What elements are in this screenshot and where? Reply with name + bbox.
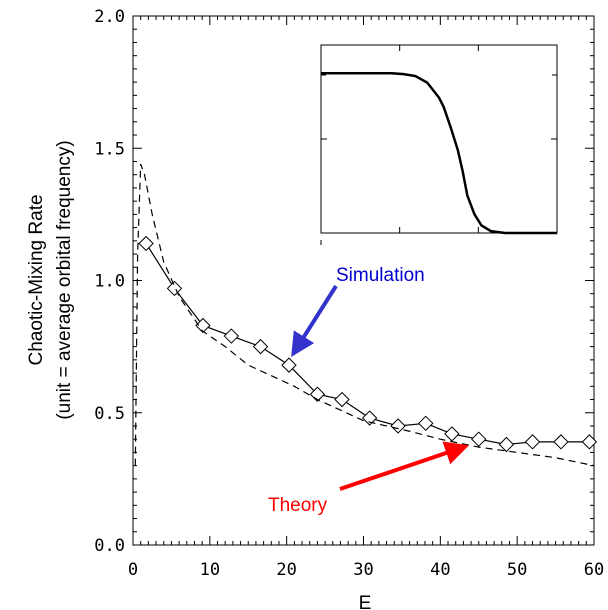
y-axis-subtitle: (unit = average orbital frequency) bbox=[54, 140, 75, 419]
theory-annotation: Theory bbox=[268, 495, 328, 516]
simulation-point bbox=[252, 338, 269, 355]
y-tick-label: 1.5 bbox=[94, 139, 125, 159]
simulation-point bbox=[553, 434, 569, 450]
x-axis-title: E bbox=[359, 593, 372, 610]
simulation-annotation: Simulation bbox=[336, 265, 425, 286]
simulation-point bbox=[334, 391, 350, 408]
x-tick-label: 50 bbox=[507, 560, 527, 580]
x-tick-label: 60 bbox=[584, 560, 604, 580]
simulation-point bbox=[418, 415, 434, 432]
y-axis-title: Chaotic-Mixing Rate bbox=[26, 194, 47, 365]
simulation-point bbox=[223, 328, 240, 344]
y-tick-label: 0.5 bbox=[94, 404, 125, 424]
simulation-point bbox=[498, 436, 515, 453]
simulation-point bbox=[195, 317, 211, 334]
simulation-arrow bbox=[291, 284, 338, 357]
x-tick-label: 0 bbox=[128, 560, 138, 580]
x-tick-label: 20 bbox=[276, 560, 296, 580]
theory-line bbox=[134, 163, 595, 467]
simulation-point bbox=[281, 357, 297, 373]
y-tick-label: 2.0 bbox=[94, 7, 125, 27]
inset-frame bbox=[320, 44, 558, 234]
main-plot-area: 0 10 20 30 40 50 60 0.0 0.5 1.0 1.5 2.0 Simulation Th… bbox=[94, 7, 604, 580]
x-tick-label: 40 bbox=[430, 560, 450, 580]
inset-plot-area bbox=[320, 44, 558, 245]
simulation-point bbox=[581, 434, 598, 450]
simulation-point bbox=[138, 235, 154, 252]
y-tick-label: 1.0 bbox=[94, 272, 125, 292]
x-tick-label: 10 bbox=[200, 560, 220, 580]
simulation-point bbox=[166, 280, 183, 297]
theory-arrow bbox=[339, 441, 470, 491]
x-tick-label: 30 bbox=[353, 560, 373, 580]
simulation-point bbox=[444, 426, 460, 442]
y-tick-label: 0.0 bbox=[94, 536, 125, 556]
simulation-point bbox=[524, 434, 541, 450]
simulation-point bbox=[471, 431, 487, 447]
simulation-point bbox=[361, 410, 378, 426]
simulation-point bbox=[390, 418, 406, 434]
inset-curve bbox=[321, 71, 557, 235]
